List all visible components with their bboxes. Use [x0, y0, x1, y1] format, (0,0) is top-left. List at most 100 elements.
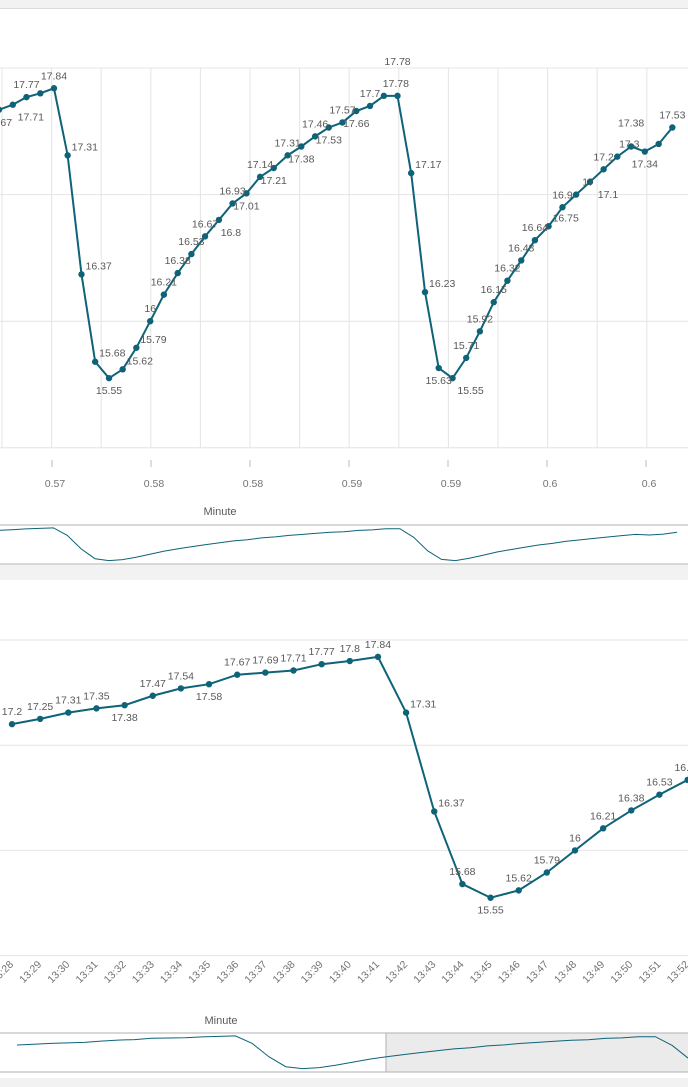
series-2-data-label: 16 [569, 832, 581, 844]
series-2-data-label: 15.55 [477, 905, 503, 917]
x-tick-label: 0.59 [342, 478, 363, 490]
series-1-point [586, 178, 594, 186]
series-1-data-label: 15.55 [96, 385, 122, 397]
series-1-data-label: 17.53 [659, 110, 685, 122]
series-2-data-label: 15.62 [506, 872, 532, 884]
series-1-data-label: 16.8 [221, 227, 242, 239]
series-2-point [290, 667, 297, 674]
series-2-point [65, 709, 72, 716]
series-1-data-label: 17.34 [632, 159, 658, 171]
series-2-data-label: 16.21 [590, 810, 616, 822]
series-2-point [656, 791, 663, 798]
series-1-data-label: 17.77 [13, 79, 39, 91]
x-tick-label: 0.59 [441, 478, 462, 490]
x-tick-label: 13:51 [637, 959, 664, 986]
series-1-data-label: 16.23 [429, 278, 455, 290]
x-tick-label: 0.6 [543, 478, 558, 490]
series-2-point [93, 705, 100, 712]
series-1-point [572, 191, 580, 198]
series-1-data-label: 16.93 [219, 185, 245, 197]
series-2-point [543, 869, 551, 876]
series-1-data-label: 17.2 [593, 151, 614, 163]
series-1-point [421, 288, 429, 296]
series-1-data-label: 17 [582, 177, 594, 189]
series-1-data-label: 16 [144, 303, 156, 315]
series-1-point [188, 250, 195, 258]
series-1-point [243, 190, 250, 197]
series-1-data-label: 17.66 [343, 118, 369, 130]
series-1-point [531, 236, 539, 244]
series-2-point [487, 894, 494, 901]
x-tick-label: 13:45 [468, 959, 495, 986]
series-2-point [571, 847, 579, 854]
x-tick-label: 13:50 [608, 959, 635, 986]
series-2-point [628, 807, 635, 814]
x-tick-label: 13:47 [524, 959, 551, 986]
series-1-data-label: 16.48 [508, 242, 534, 254]
series-1-data-label: 17.38 [618, 117, 644, 129]
series-1-data-label: 15.68 [99, 348, 125, 360]
series-1-point [284, 152, 291, 159]
series-1-data-label: 17.31 [274, 137, 300, 149]
series-1-data-label: 17.01 [233, 200, 259, 212]
x-tick-label: 13:41 [355, 959, 382, 986]
series-1-data-label: 16.21 [151, 277, 177, 289]
series-2-data-label: 17.38 [111, 712, 137, 724]
series-2-point [402, 709, 410, 716]
series-1-data-label: 17.78 [383, 78, 409, 90]
series-1-data-label: 17.57 [329, 104, 355, 116]
series-2-data-label: 17.58 [196, 691, 222, 703]
navigator-line [16, 1035, 688, 1070]
series-1-data-label: 16.32 [494, 263, 520, 275]
series-1-point [201, 233, 209, 240]
series-2-data-label: 17.67 [224, 657, 250, 669]
navigator-shade [386, 1033, 688, 1072]
top-band [0, 0, 688, 8]
series-1-data-label: 16.15 [481, 284, 507, 296]
series-1-point [160, 291, 168, 298]
series-1-point [256, 173, 264, 181]
series-2-point [515, 887, 522, 894]
series-1-data-label: 17.14 [247, 159, 273, 171]
series-1-point [215, 216, 223, 224]
x-tick-label: 13:33 [130, 959, 157, 986]
series-1-data-label: 16.37 [86, 260, 112, 272]
series-1-point [50, 85, 58, 92]
series-1-point [627, 143, 635, 150]
series-1-point [9, 101, 16, 108]
x-tick-label: 13:49 [580, 959, 607, 986]
series-1-point [655, 140, 662, 148]
series-1-data-label: 17.46 [302, 118, 328, 130]
x-tick-label: 13:52 [665, 959, 688, 986]
series-1-point [0, 106, 3, 113]
series-1-data-label: 17.53 [316, 135, 342, 147]
series-1-data-label: 16.53 [178, 236, 204, 248]
series-1-point [641, 148, 649, 155]
x-tick-label: 0.6 [642, 478, 657, 490]
x-tick-label: 13:42 [383, 959, 410, 986]
bottom-band [0, 1078, 688, 1087]
series-1-point [353, 107, 360, 115]
series-1-data-label: 15.79 [140, 334, 166, 346]
series-1-data-label: 16.75 [553, 212, 579, 224]
x-tick-label: 13:48 [552, 959, 579, 986]
series-2-data-label: 16.38 [618, 792, 644, 804]
series-1-point [147, 318, 154, 325]
x-tick-label: 13:34 [158, 959, 185, 986]
series-1-point [366, 102, 374, 110]
series-2-point [459, 880, 466, 888]
x-tick-label: 13:36 [214, 959, 241, 986]
series-1-point [133, 344, 140, 351]
series-1-data-label: 17.67 [0, 117, 12, 129]
series-2-point [205, 680, 213, 688]
series-1-data-label: 15.63 [426, 375, 452, 387]
series-1-data-label: 15.62 [127, 355, 153, 367]
x-tick-label: 13:28 [0, 959, 16, 986]
series-2-point [177, 685, 185, 692]
series-1-point [325, 124, 333, 131]
series-1-data-label: 17.1 [598, 189, 619, 201]
series-1-point [105, 374, 113, 382]
series-1-point [298, 143, 305, 150]
series-1-data-label: 17.31 [72, 141, 98, 153]
series-2-data-label: 17.25 [27, 701, 53, 713]
